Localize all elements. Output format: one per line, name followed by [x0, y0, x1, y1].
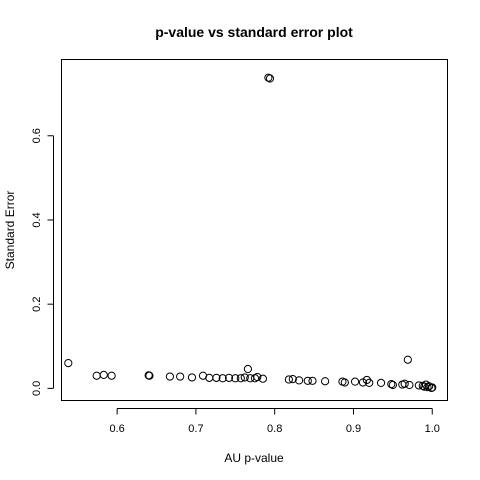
x-tick-label: 0.9	[346, 423, 361, 435]
data-point	[231, 374, 240, 383]
y-tick-label: 0.4	[31, 212, 43, 227]
y-tick-label: 0.6	[31, 128, 43, 143]
data-point	[340, 378, 349, 387]
data-point	[212, 373, 221, 382]
data-point	[388, 380, 397, 390]
data-point	[284, 375, 293, 384]
data-point	[400, 379, 409, 388]
data-point	[387, 380, 396, 389]
y-tick-label: 0.2	[31, 297, 43, 312]
data-point	[376, 378, 386, 387]
data-point	[308, 376, 317, 385]
y-tick-label: 0.0	[31, 381, 43, 396]
data-point	[224, 373, 234, 382]
data-point	[258, 374, 267, 383]
data-point	[253, 372, 262, 382]
x-tick-label: 0.7	[188, 423, 203, 435]
x-axis-label: AU p-value	[224, 451, 284, 465]
y-axis-label: Standard Error	[3, 191, 17, 270]
data-point	[350, 377, 360, 386]
data-point	[64, 359, 73, 368]
chart-title: p-value vs standard error plot	[155, 24, 353, 40]
data-point	[243, 364, 253, 374]
data-point	[236, 374, 245, 383]
data-point	[99, 370, 108, 379]
data-points	[64, 73, 437, 393]
data-point	[365, 378, 374, 387]
data-point	[205, 373, 214, 382]
x-tick-label: 0.6	[109, 423, 124, 435]
data-point	[403, 355, 412, 364]
data-point	[303, 376, 312, 385]
plot-frame	[61, 59, 448, 401]
x-tick-label: 1.0	[425, 423, 440, 435]
data-point	[321, 377, 330, 386]
data-point	[218, 374, 227, 383]
data-point	[92, 371, 101, 380]
y-axis: 0.0 0.2 0.4 0.6	[31, 128, 54, 396]
data-point	[107, 371, 116, 380]
data-point	[187, 373, 197, 382]
data-point	[288, 375, 297, 384]
data-point	[428, 383, 437, 392]
data-point	[176, 372, 185, 381]
x-axis: 0.6 0.7 0.8 0.9 1.0	[109, 408, 440, 435]
data-point	[423, 383, 432, 392]
data-point	[265, 74, 275, 83]
data-point	[405, 380, 414, 390]
x-tick-label: 0.8	[267, 423, 282, 435]
data-point	[295, 376, 304, 385]
data-point	[145, 371, 154, 380]
data-point	[165, 372, 175, 381]
data-point	[240, 373, 249, 382]
data-point	[264, 73, 273, 82]
